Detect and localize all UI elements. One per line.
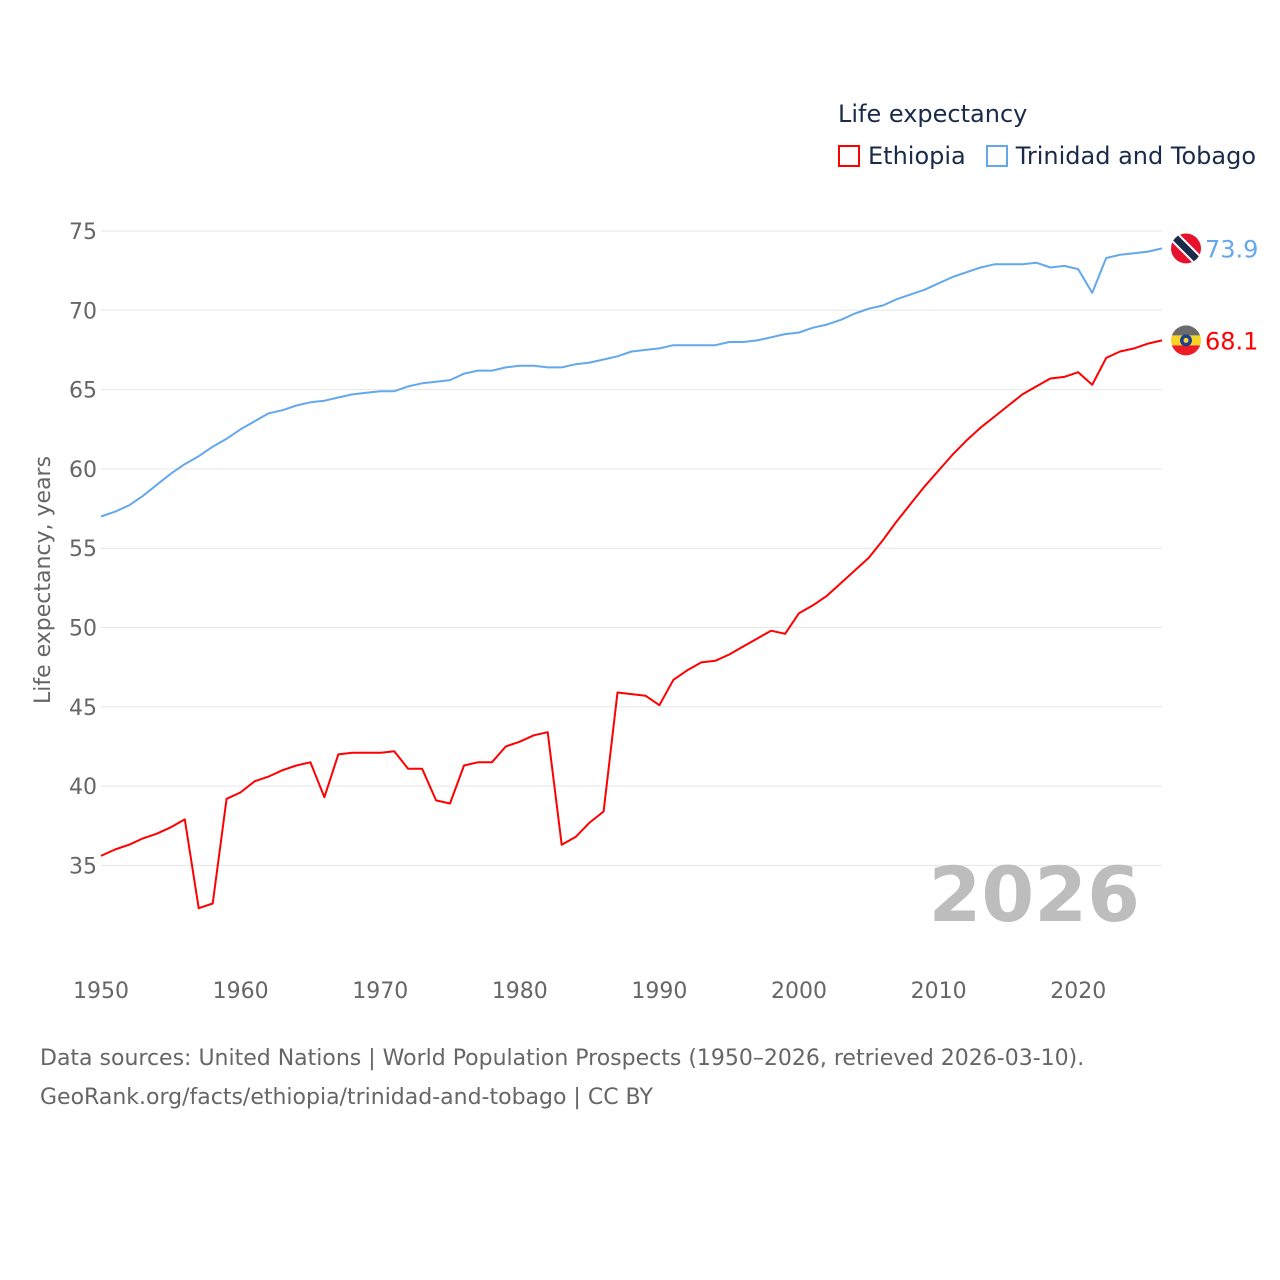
end-value-label: 68.1 xyxy=(1205,327,1258,355)
year-watermark: 2026 xyxy=(928,850,1140,939)
y-axis-label: Life expectancy, years xyxy=(31,456,56,704)
legend: Ethiopia Trinidad and Tobago xyxy=(838,142,1256,170)
x-tick-label: 1960 xyxy=(213,979,269,1004)
x-tick-label: 1990 xyxy=(631,979,687,1004)
y-tick-label: 70 xyxy=(69,299,97,324)
y-tick-label: 55 xyxy=(69,537,97,562)
y-tick-label: 50 xyxy=(69,617,97,642)
x-tick-label: 2020 xyxy=(1050,979,1106,1004)
y-tick-label: 65 xyxy=(69,379,97,404)
y-tick-label: 35 xyxy=(69,854,97,879)
series-line-trinidad xyxy=(100,247,1163,518)
x-tick-label: 1970 xyxy=(352,979,408,1004)
legend-label-trinidad[interactable]: Trinidad and Tobago xyxy=(1015,142,1257,170)
y-tick-label: 60 xyxy=(69,458,97,483)
y-tick-label: 45 xyxy=(69,696,97,721)
legend-swatch-trinidad[interactable] xyxy=(985,145,1008,167)
y-tick-label: 40 xyxy=(69,775,97,800)
y-tick-label: 75 xyxy=(69,220,97,245)
x-tick-label: 1980 xyxy=(492,979,548,1004)
trinidad-flag-icon xyxy=(1171,233,1201,264)
x-tick-label: 1950 xyxy=(73,979,129,1004)
legend-label-ethiopia[interactable]: Ethiopia xyxy=(868,142,966,170)
ethiopia-flag-icon xyxy=(1171,325,1201,356)
x-tick-label: 2000 xyxy=(771,979,827,1004)
end-value-label: 73.9 xyxy=(1205,235,1258,263)
legend-title: Life expectancy xyxy=(838,100,1028,128)
source-link[interactable]: GeoRank.org/facts/ethiopia/trinidad-and-… xyxy=(40,1085,653,1110)
x-tick-label: 2010 xyxy=(911,979,967,1004)
data-sources: Data sources: United Nations | World Pop… xyxy=(40,1046,1085,1071)
legend-swatch-ethiopia[interactable] xyxy=(838,145,860,167)
series-line-ethiopia xyxy=(100,339,1163,910)
